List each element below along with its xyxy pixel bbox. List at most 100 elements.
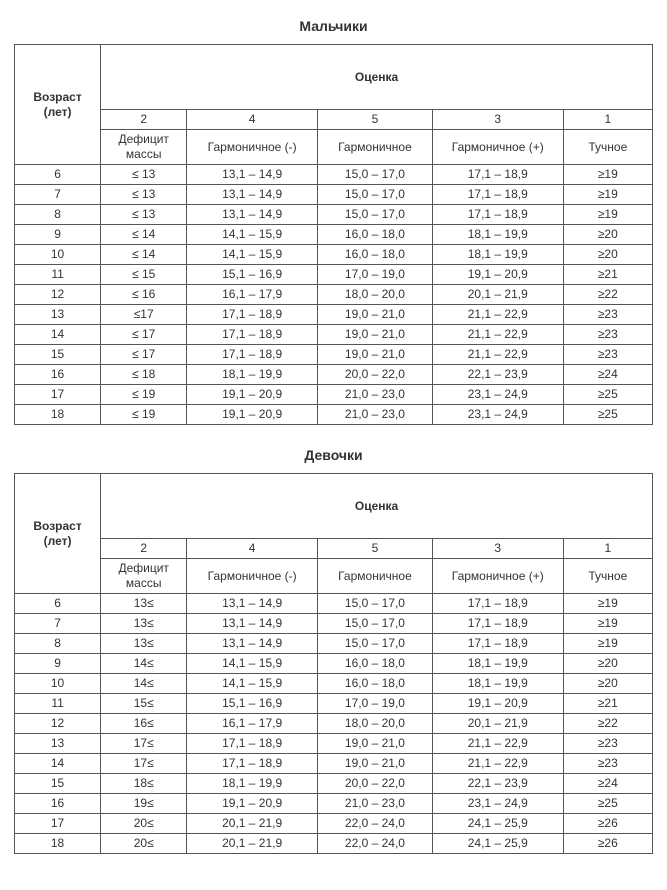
score-number: 2 (101, 110, 187, 130)
value-cell: 21,0 – 23,0 (318, 405, 433, 425)
value-cell: 17,1 – 18,9 (432, 614, 563, 634)
table-row: 1115≤15,1 – 16,917,0 – 19,019,1 – 20,9≥2… (15, 694, 653, 714)
value-cell: 17≤ (101, 754, 187, 774)
value-cell: ≤ 15 (101, 265, 187, 285)
table-row: 713≤13,1 – 14,915,0 – 17,017,1 – 18,9≥19 (15, 614, 653, 634)
value-cell: ≤17 (101, 305, 187, 325)
value-cell: ≥22 (563, 714, 652, 734)
value-cell: 20,1 – 21,9 (187, 814, 318, 834)
value-cell: ≥22 (563, 285, 652, 305)
age-header: Возраст(лет) (15, 45, 101, 165)
value-cell: 15,1 – 16,9 (187, 265, 318, 285)
bmi-table: Возраст(лет)Оценка24531Дефицит массыГарм… (14, 44, 653, 425)
table-row: 12≤ 1616,1 – 17,918,0 – 20,020,1 – 21,9≥… (15, 285, 653, 305)
value-cell: ≥21 (563, 265, 652, 285)
value-cell: 15,0 – 17,0 (318, 205, 433, 225)
age-cell: 10 (15, 674, 101, 694)
value-cell: ≥24 (563, 365, 652, 385)
score-label: Гармоничное (318, 559, 433, 594)
score-header: Оценка (101, 45, 653, 110)
section-title: Мальчики (14, 18, 653, 34)
value-cell: 19,1 – 20,9 (432, 694, 563, 714)
table-row: 16≤ 1818,1 – 19,920,0 – 22,022,1 – 23,9≥… (15, 365, 653, 385)
score-number: 1 (563, 110, 652, 130)
table-row: 7≤ 1313,1 – 14,915,0 – 17,017,1 – 18,9≥1… (15, 185, 653, 205)
value-cell: 18,1 – 19,9 (432, 654, 563, 674)
score-label: Гармоничное (-) (187, 130, 318, 165)
value-cell: 21,0 – 23,0 (318, 385, 433, 405)
age-cell: 14 (15, 325, 101, 345)
value-cell: ≤ 13 (101, 185, 187, 205)
value-cell: 21,1 – 22,9 (432, 734, 563, 754)
value-cell: 22,0 – 24,0 (318, 814, 433, 834)
value-cell: 21,1 – 22,9 (432, 305, 563, 325)
value-cell: ≥20 (563, 245, 652, 265)
value-cell: ≥20 (563, 674, 652, 694)
value-cell: 16≤ (101, 714, 187, 734)
value-cell: 17,1 – 18,9 (432, 165, 563, 185)
value-cell: 19,1 – 20,9 (187, 405, 318, 425)
age-cell: 7 (15, 185, 101, 205)
table-row: 1518≤18,1 – 19,920,0 – 22,022,1 – 23,9≥2… (15, 774, 653, 794)
age-cell: 16 (15, 365, 101, 385)
value-cell: ≤ 13 (101, 165, 187, 185)
value-cell: 16,0 – 18,0 (318, 674, 433, 694)
value-cell: ≤ 17 (101, 325, 187, 345)
value-cell: ≥23 (563, 305, 652, 325)
value-cell: 20,1 – 21,9 (432, 285, 563, 305)
value-cell: 19,0 – 21,0 (318, 734, 433, 754)
value-cell: 15≤ (101, 694, 187, 714)
value-cell: 14,1 – 15,9 (187, 674, 318, 694)
value-cell: 13,1 – 14,9 (187, 594, 318, 614)
age-cell: 10 (15, 245, 101, 265)
age-cell: 11 (15, 694, 101, 714)
value-cell: ≤ 16 (101, 285, 187, 305)
value-cell: 13,1 – 14,9 (187, 165, 318, 185)
value-cell: 18,0 – 20,0 (318, 285, 433, 305)
value-cell: 14≤ (101, 654, 187, 674)
age-header: Возраст(лет) (15, 474, 101, 594)
table-row: 613≤13,1 – 14,915,0 – 17,017,1 – 18,9≥19 (15, 594, 653, 614)
score-label: Дефицит массы (101, 559, 187, 594)
bmi-table: Возраст(лет)Оценка24531Дефицит массыГарм… (14, 473, 653, 854)
value-cell: 23,1 – 24,9 (432, 405, 563, 425)
table-row: 1317≤17,1 – 18,919,0 – 21,021,1 – 22,9≥2… (15, 734, 653, 754)
value-cell: 13,1 – 14,9 (187, 614, 318, 634)
value-cell: ≤ 13 (101, 205, 187, 225)
score-label: Дефицит массы (101, 130, 187, 165)
value-cell: 17,1 – 18,9 (187, 345, 318, 365)
value-cell: ≥19 (563, 165, 652, 185)
value-cell: 17≤ (101, 734, 187, 754)
value-cell: ≥24 (563, 774, 652, 794)
score-label: Гармоничное (+) (432, 559, 563, 594)
value-cell: 22,1 – 23,9 (432, 365, 563, 385)
value-cell: 15,0 – 17,0 (318, 634, 433, 654)
value-cell: ≥21 (563, 694, 652, 714)
value-cell: 21,0 – 23,0 (318, 794, 433, 814)
value-cell: 17,0 – 19,0 (318, 265, 433, 285)
age-cell: 6 (15, 594, 101, 614)
age-cell: 7 (15, 614, 101, 634)
value-cell: 17,1 – 18,9 (432, 594, 563, 614)
value-cell: ≥25 (563, 405, 652, 425)
value-cell: 13≤ (101, 594, 187, 614)
document-root: Мальчики Возраст(лет)Оценка24531Дефицит м… (14, 18, 653, 854)
value-cell: 20,0 – 22,0 (318, 365, 433, 385)
value-cell: 20,0 – 22,0 (318, 774, 433, 794)
value-cell: ≥20 (563, 654, 652, 674)
table-row: 10≤ 1414,1 – 15,916,0 – 18,018,1 – 19,9≥… (15, 245, 653, 265)
value-cell: 18,1 – 19,9 (432, 225, 563, 245)
value-cell: ≥23 (563, 754, 652, 774)
value-cell: 20≤ (101, 834, 187, 854)
value-cell: ≥23 (563, 734, 652, 754)
value-cell: 21,1 – 22,9 (432, 325, 563, 345)
value-cell: 17,1 – 18,9 (187, 325, 318, 345)
value-cell: 13,1 – 14,9 (187, 634, 318, 654)
score-header: Оценка (101, 474, 653, 539)
value-cell: 16,1 – 17,9 (187, 714, 318, 734)
value-cell: 13,1 – 14,9 (187, 205, 318, 225)
value-cell: 19≤ (101, 794, 187, 814)
age-cell: 16 (15, 794, 101, 814)
value-cell: 19,1 – 20,9 (187, 385, 318, 405)
value-cell: 18,1 – 19,9 (187, 774, 318, 794)
